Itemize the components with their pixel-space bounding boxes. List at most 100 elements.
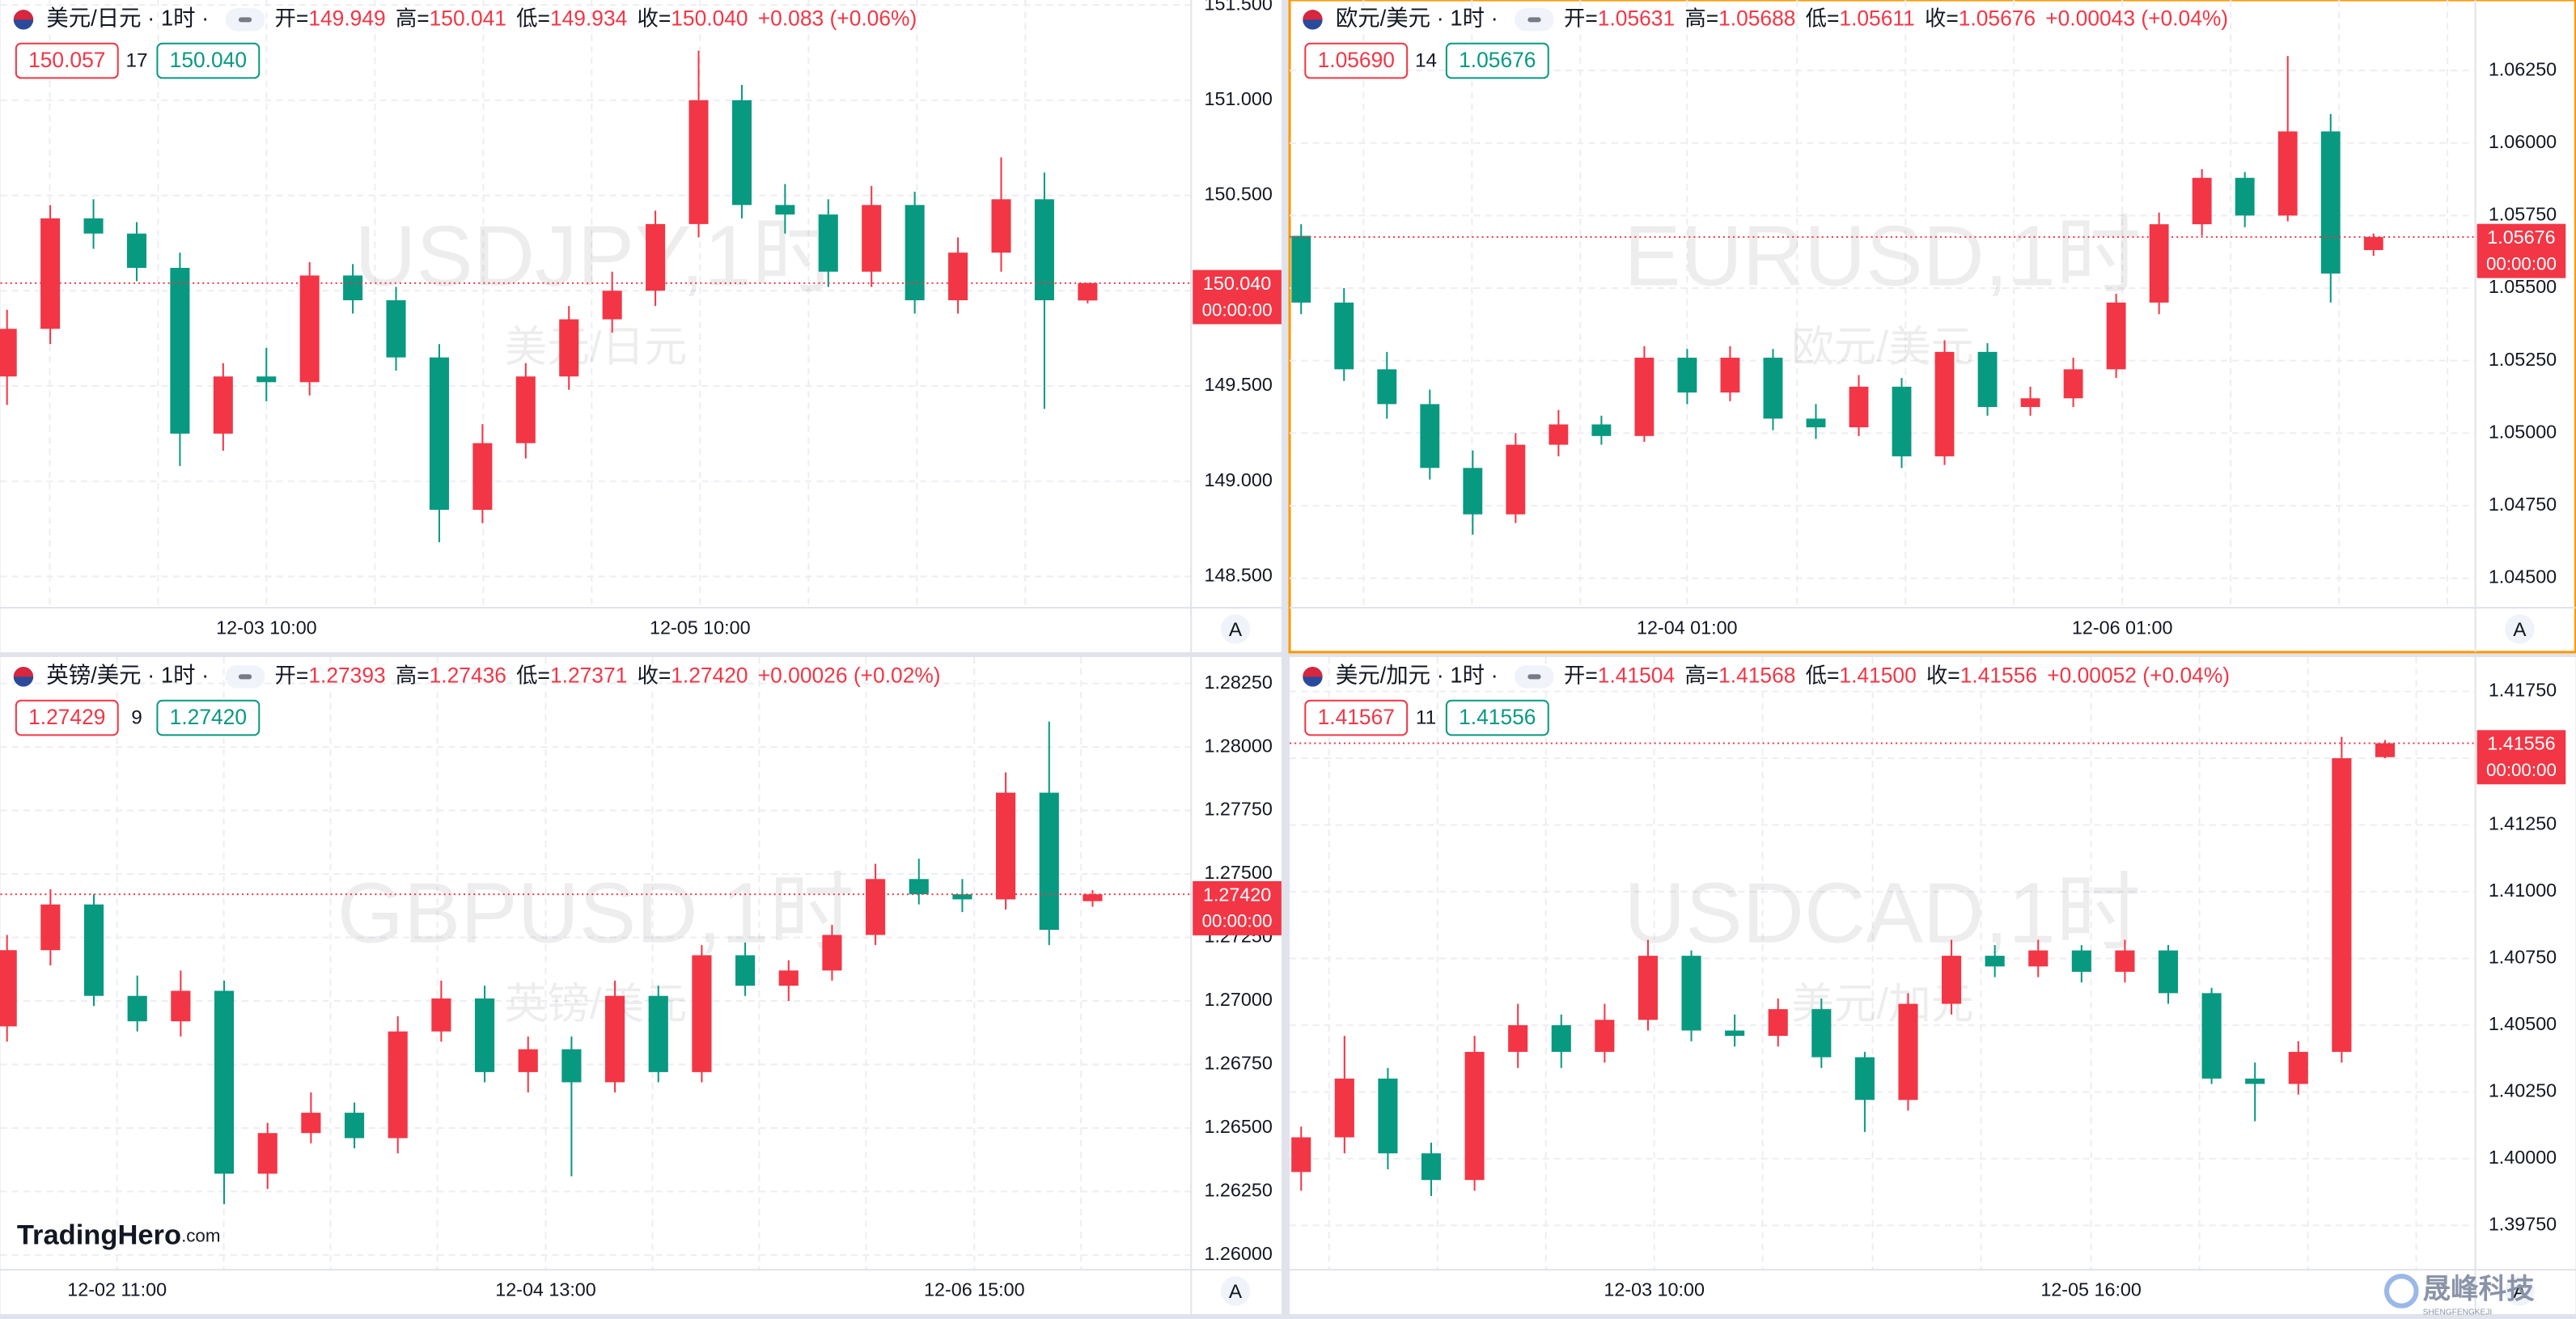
- last-price-box: [1193, 880, 1282, 935]
- candle-body: [561, 1049, 582, 1083]
- candle-body: [0, 950, 17, 1027]
- y-tick-label: 1.05250: [2489, 349, 2557, 370]
- last-price-box: [2476, 730, 2566, 785]
- bid-box[interactable]: [15, 699, 119, 736]
- auto-button-label: A: [1229, 1281, 1243, 1303]
- candle-body: [83, 904, 104, 996]
- ask-box[interactable]: [1445, 42, 1549, 79]
- auto-scale-button[interactable]: A: [1220, 1276, 1251, 1306]
- candle-body: [818, 214, 838, 272]
- auto-button-label: A: [2513, 619, 2527, 641]
- ohlc-field-label: 收=: [637, 6, 671, 30]
- bid-box[interactable]: [15, 42, 119, 79]
- toggle-pill-dot: [238, 674, 252, 680]
- candle-body: [2020, 398, 2040, 407]
- candle-body: [429, 357, 449, 511]
- ohlc-field-label: 开=: [275, 6, 309, 30]
- spread-label: 11: [1416, 707, 1436, 729]
- ohlc-field-value: 149.949: [308, 6, 385, 30]
- x-tick-label: 12-04 13:00: [495, 1279, 596, 1300]
- bid-box[interactable]: [1304, 42, 1409, 79]
- countdown-label: 00:00:00: [1202, 299, 1273, 320]
- countdown-label: 00:00:00: [1202, 911, 1273, 931]
- candle-body: [909, 879, 929, 895]
- ohlc-field-label: 低=: [1806, 6, 1840, 30]
- auto-button-bg: [1220, 1276, 1251, 1306]
- candle-body: [1506, 444, 1526, 515]
- candle-body: [472, 443, 493, 511]
- ohlc-field-value: 1.27371: [550, 663, 627, 687]
- countdown-label: 00:00:00: [2486, 760, 2557, 780]
- candle-body: [731, 100, 752, 206]
- panel-bg: [1288, 0, 2576, 654]
- symbol-watermark: USDJPY,1时: [354, 209, 837, 304]
- candle-body: [1977, 351, 1998, 407]
- change-label: +0.00026 (+0.02%): [758, 663, 941, 687]
- candle-body: [2363, 236, 2383, 251]
- ohlc-field-value: 1.05688: [1718, 6, 1795, 30]
- auto-scale-button[interactable]: A: [1220, 614, 1251, 644]
- candle-body: [1763, 358, 1783, 419]
- symbol-label: 英镑/美元 · 1时 ·: [46, 663, 209, 688]
- y-tick-label: 1.04500: [2489, 566, 2557, 587]
- change-label: +0.083 (+0.06%): [758, 6, 917, 30]
- candle-body: [1083, 894, 1103, 901]
- candle-body: [170, 268, 190, 434]
- y-tick-label: 148.500: [1204, 565, 1272, 586]
- y-tick-label: 1.27750: [1204, 799, 1272, 820]
- ask-box[interactable]: [1445, 699, 1549, 736]
- y-tick-label: 1.41000: [2489, 880, 2557, 901]
- bid-box[interactable]: [1304, 699, 1409, 736]
- ohlc-field-value: 149.934: [550, 6, 627, 30]
- corner-watermark: 晟峰科技 SHENGFENGKEJI: [2383, 1274, 2535, 1317]
- candle-body: [559, 319, 579, 377]
- ask-box[interactable]: [156, 699, 261, 736]
- ohlc-field-label: 高=: [1684, 663, 1718, 687]
- y-tick-label: 1.28000: [1204, 735, 1272, 756]
- candle-body: [1806, 418, 1826, 428]
- candle-body: [991, 199, 1011, 253]
- candle-body: [2375, 743, 2396, 757]
- candle-body: [735, 955, 756, 986]
- candle-body: [1638, 956, 1659, 1020]
- candle-body: [1849, 386, 1869, 428]
- ohlc-field-value: 1.05676: [1959, 6, 2036, 30]
- candle-body: [1334, 302, 1354, 370]
- auto-button-bg: [2505, 1276, 2535, 1306]
- candle-body: [604, 995, 625, 1083]
- candle-body: [40, 218, 61, 329]
- candle-body: [343, 275, 363, 301]
- flag-icon-red: [1303, 667, 1323, 677]
- candle-body: [344, 1113, 365, 1139]
- ohlc-field-label: 高=: [1684, 6, 1718, 30]
- y-tick-label: 1.26000: [1204, 1243, 1272, 1264]
- candle-body: [822, 935, 842, 971]
- ohlc-field-value: 1.41500: [1839, 663, 1916, 687]
- auto-scale-button[interactable]: A: [2505, 1276, 2535, 1306]
- x-tick-label: 12-04 01:00: [1637, 617, 1738, 638]
- y-tick-label: 1.06000: [2489, 131, 2557, 152]
- x-tick-label: 12-03 10:00: [1604, 1279, 1705, 1300]
- candle-body: [1551, 1024, 1571, 1052]
- chart-panel: GBPUSD,1时英镑/美元1.260001.262501.265001.267…: [0, 656, 1282, 1314]
- y-tick-label: 1.40750: [2489, 947, 2557, 968]
- candle-body: [648, 995, 668, 1072]
- symbol-watermark: USDCAD,1时: [1624, 866, 2141, 961]
- candle-body: [862, 205, 882, 272]
- candle-body: [171, 990, 191, 1022]
- y-tick-label: 1.40250: [2489, 1080, 2557, 1101]
- spread-label: 9: [131, 707, 142, 729]
- ask-box[interactable]: [156, 42, 261, 79]
- y-tick-label: 1.05500: [2489, 276, 2557, 297]
- candle-body: [40, 904, 61, 951]
- candle-body: [775, 205, 795, 215]
- auto-scale-button[interactable]: A: [2505, 614, 2535, 644]
- flag-icon-red: [13, 10, 34, 20]
- candle-body: [474, 998, 495, 1072]
- candle-body: [1942, 956, 1962, 1004]
- candle-body: [515, 376, 536, 443]
- candle-body: [2149, 224, 2169, 303]
- candle-body: [256, 376, 277, 383]
- candle-body: [1720, 358, 1740, 393]
- ask-label: 1.27420: [170, 705, 247, 729]
